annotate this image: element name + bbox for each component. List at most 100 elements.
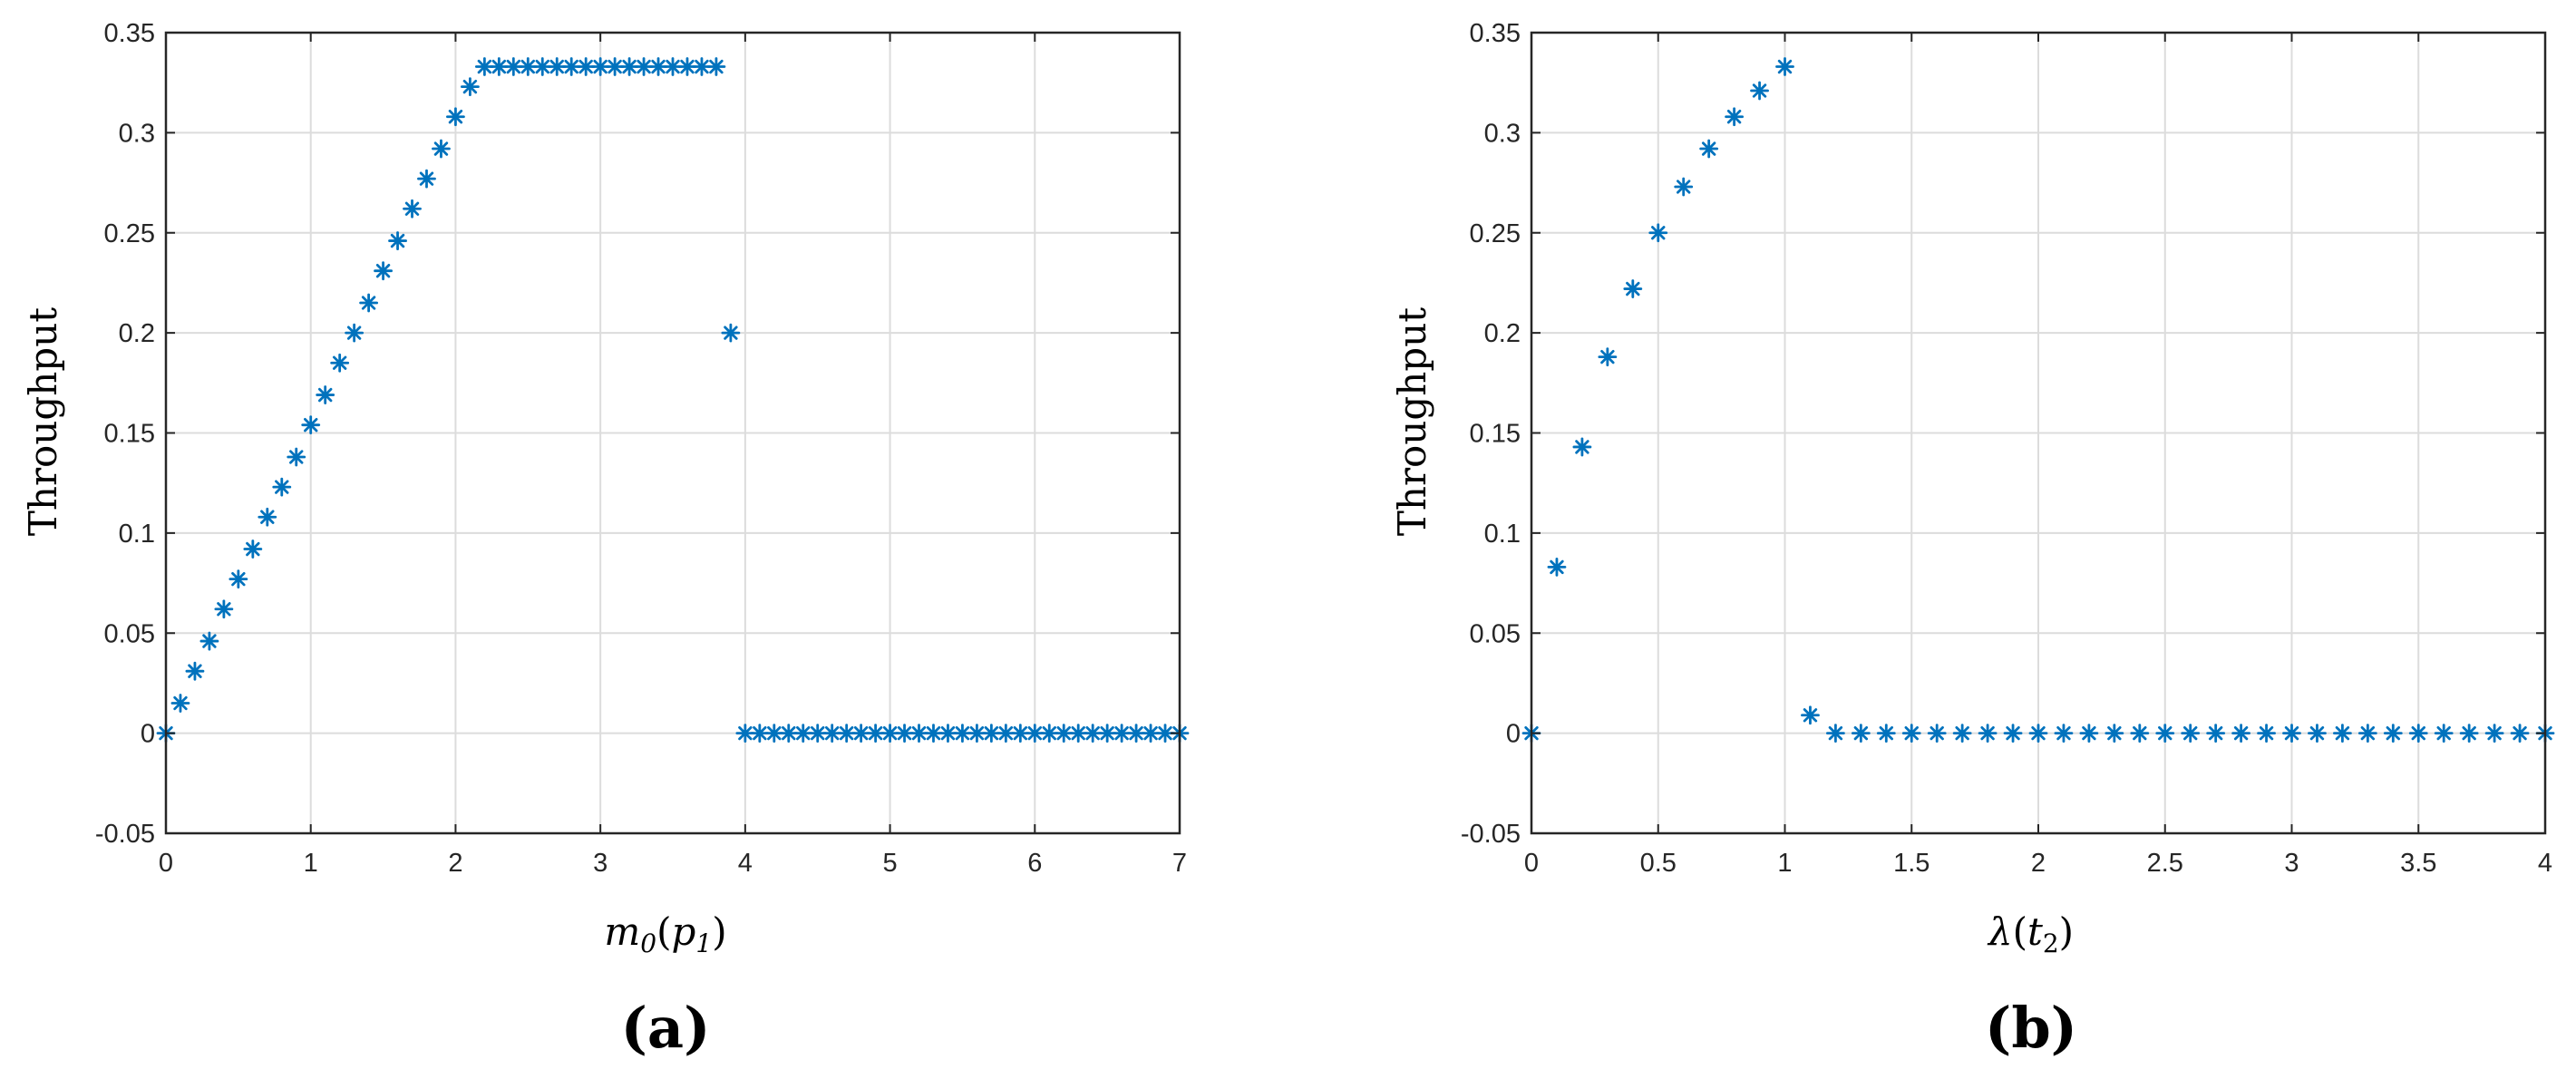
x-tick-label: 3	[593, 849, 608, 878]
data-point	[532, 57, 552, 76]
data-point	[403, 199, 422, 219]
asterisk-stroke	[289, 450, 304, 464]
asterisk-stroke	[1013, 725, 1028, 741]
asterisk-stroke	[2284, 725, 2299, 741]
asterisk-stroke	[462, 79, 478, 94]
data-point	[228, 569, 248, 589]
asterisk-stroke	[2107, 725, 2122, 741]
x-tick-label: 4	[738, 849, 753, 878]
asterisk-stroke	[2182, 725, 2198, 741]
asterisk-stroke	[1085, 725, 1100, 741]
asterisk-stroke	[955, 725, 970, 741]
data-point	[2357, 724, 2377, 744]
asterisk-stroke	[404, 201, 420, 216]
data-point	[808, 724, 828, 744]
asterisk-stroke	[2309, 725, 2325, 741]
data-point	[2231, 724, 2251, 744]
asterisk-stroke	[911, 725, 927, 741]
asterisk-stroke	[853, 725, 869, 741]
data-point	[214, 599, 234, 619]
data-point	[243, 540, 263, 559]
data-point	[2181, 724, 2201, 744]
data-point	[2054, 724, 2074, 744]
asterisk-stroke	[1158, 725, 1172, 741]
y-tick-label: 0.15	[1470, 420, 1521, 449]
asterisk-stroke	[361, 296, 376, 310]
y-tick-label: 0.25	[1470, 219, 1521, 248]
asterisk-stroke	[1651, 226, 1666, 240]
x-tick-label: 4	[2538, 849, 2552, 878]
data-point	[287, 447, 306, 467]
asterisk-stroke	[2031, 725, 2046, 741]
data-point	[924, 724, 943, 744]
asterisk-stroke	[1701, 141, 1716, 156]
y-tick-label: 0.05	[1470, 619, 1521, 648]
x-tick-label: 1.5	[1893, 849, 1930, 878]
asterisk-stroke	[1027, 725, 1042, 741]
data-point	[388, 231, 407, 250]
asterisk-stroke	[1726, 110, 1742, 124]
asterisk-stroke	[1879, 725, 1894, 741]
data-point	[170, 694, 190, 713]
asterisk-stroke	[1129, 725, 1143, 741]
asterisk-stroke	[173, 695, 188, 711]
asterisk-stroke	[433, 141, 449, 156]
asterisk-stroke	[564, 59, 578, 74]
asterisk-stroke	[969, 725, 985, 741]
asterisk-stroke	[695, 59, 709, 74]
asterisk-stroke	[2411, 725, 2425, 741]
data-point	[2155, 724, 2175, 744]
asterisk-stroke	[304, 417, 318, 433]
asterisk-stroke	[1853, 725, 1869, 741]
asterisk-stroke	[753, 725, 767, 741]
data-point	[2459, 724, 2479, 744]
data-point	[663, 57, 683, 76]
data-point	[866, 724, 885, 744]
asterisk-stroke	[2082, 725, 2096, 741]
data-point	[2408, 724, 2428, 744]
asterisk-stroke	[1575, 440, 1589, 454]
x-tick-label: 0	[159, 849, 173, 878]
asterisk-stroke	[2056, 725, 2071, 741]
x-tick-label: 3	[2284, 849, 2299, 878]
asterisk-stroke	[2133, 725, 2147, 741]
x-tick-label: 1	[304, 849, 318, 878]
asterisk-stroke	[2259, 725, 2274, 741]
x-tick-label: 0	[1524, 849, 1539, 878]
asterisk-stroke	[897, 725, 912, 741]
asterisk-stroke	[882, 725, 898, 741]
asterisk-stroke	[506, 59, 521, 74]
asterisk-stroke	[796, 725, 811, 741]
data-point	[2308, 724, 2327, 744]
asterisk-stroke	[1600, 349, 1615, 365]
data-point	[199, 631, 219, 651]
data-point	[721, 323, 741, 343]
y-tick-labels: -0.05 0 0.05 0.1 0.15 0.2 0.25 0.3 0.35	[95, 19, 1180, 849]
y-tick-label: -0.05	[1461, 820, 1521, 849]
asterisk-stroke	[2360, 725, 2376, 741]
data-point	[272, 477, 292, 497]
asterisk-stroke	[419, 171, 434, 186]
data-point	[417, 169, 436, 189]
data-point	[1547, 558, 1567, 577]
data-point	[518, 57, 538, 76]
asterisk-stroke	[593, 59, 608, 74]
data-point	[938, 724, 957, 744]
y-tick-label: 0.1	[1484, 520, 1521, 549]
data-point	[1952, 724, 1972, 744]
asterisk-stroke	[998, 725, 1014, 741]
asterisk-stroke	[2436, 725, 2451, 741]
x-tick-label: 3.5	[2400, 849, 2436, 878]
data-point	[1155, 724, 1175, 744]
data-point	[2130, 724, 2150, 744]
asterisk-stroke	[782, 725, 796, 741]
data-point	[1801, 705, 1820, 725]
asterisk-stroke	[188, 664, 202, 678]
data-point	[1572, 437, 1592, 457]
y-tick-label: 0	[1506, 720, 1521, 749]
data-point	[1851, 724, 1871, 744]
data-point	[1901, 724, 1921, 744]
asterisk-stroke	[940, 725, 956, 741]
